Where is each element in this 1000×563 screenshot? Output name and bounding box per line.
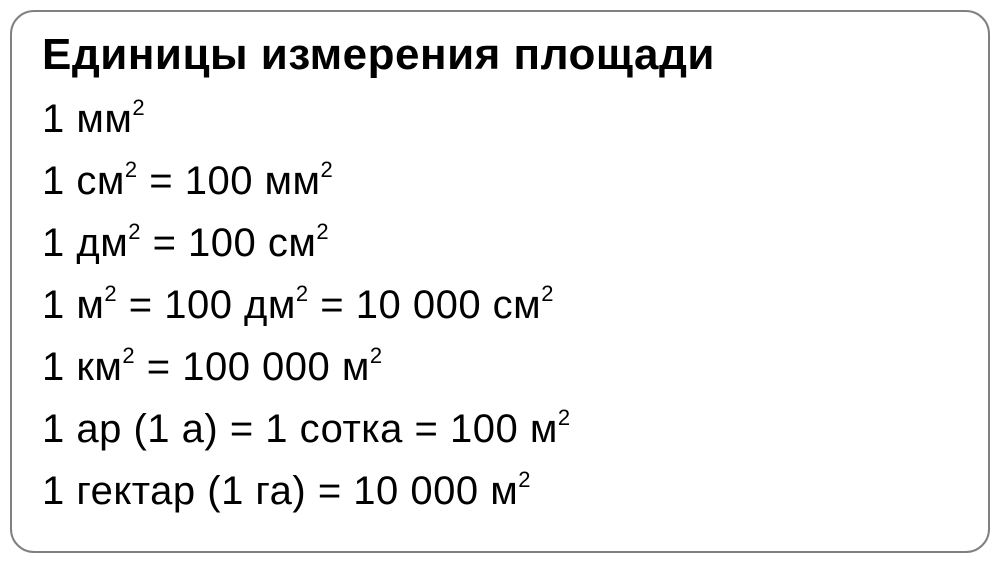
unit-line: 1 км2 = 100 000 м2 (42, 336, 958, 398)
unit-line: 1 см2 = 100 мм2 (42, 150, 958, 212)
unit-line: 1 ар (1 а) = 1 сотка = 100 м2 (42, 398, 958, 460)
lines-container: 1 мм21 см2 = 100 мм21 дм2 = 100 см21 м2 … (42, 88, 958, 522)
superscript: 2 (316, 219, 329, 244)
unit-text: = 100 000 м (135, 345, 370, 389)
unit-text: 1 см (42, 159, 125, 203)
unit-line: 1 м2 = 100 дм2 = 10 000 см2 (42, 274, 958, 336)
unit-line: 1 мм2 (42, 88, 958, 150)
unit-text: 1 ар (1 а) = 1 сотка = 100 м (42, 407, 558, 451)
superscript: 2 (132, 95, 145, 120)
unit-text: = 100 мм (138, 159, 321, 203)
superscript: 2 (370, 343, 383, 368)
superscript: 2 (125, 157, 138, 182)
unit-line: 1 дм2 = 100 см2 (42, 212, 958, 274)
superscript: 2 (558, 405, 571, 430)
superscript: 2 (518, 467, 531, 492)
superscript: 2 (321, 157, 334, 182)
superscript: 2 (296, 281, 309, 306)
unit-text: 1 м (42, 283, 104, 327)
superscript: 2 (541, 281, 554, 306)
units-card: Единицы измерения площади 1 мм21 см2 = 1… (10, 10, 990, 553)
unit-text: 1 гектар (1 га) = 10 000 м (42, 469, 518, 513)
card-title: Единицы измерения площади (42, 30, 958, 80)
unit-text: = 100 дм (117, 283, 296, 327)
superscript: 2 (122, 343, 135, 368)
superscript: 2 (128, 219, 141, 244)
unit-text: = 100 см (141, 221, 316, 265)
unit-text: 1 дм (42, 221, 128, 265)
superscript: 2 (104, 281, 117, 306)
unit-line: 1 гектар (1 га) = 10 000 м2 (42, 460, 958, 522)
unit-text: 1 км (42, 345, 122, 389)
unit-text: = 10 000 см (309, 283, 542, 327)
unit-text: 1 мм (42, 97, 132, 141)
